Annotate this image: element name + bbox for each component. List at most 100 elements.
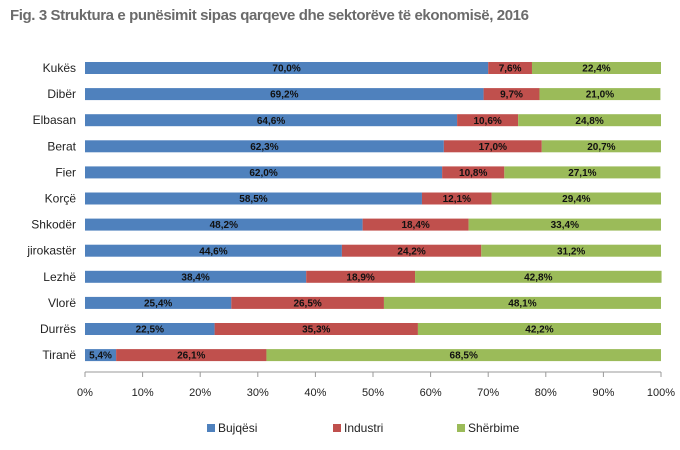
data-label: 58,5% [239,194,267,205]
category-label: Berat [47,139,76,153]
bar-segment [488,62,532,74]
data-label: 70,0% [272,64,300,75]
data-label: 69,2% [270,90,298,101]
data-label: 9,7% [500,90,523,101]
x-tick-label: 60% [420,387,442,399]
bar-segment [483,88,540,101]
data-label: 62,0% [249,168,277,179]
data-label: 20,7% [587,142,615,153]
x-tick-label: 10% [132,387,154,399]
data-label: 64,6% [257,116,285,127]
category-label: Shkodër [31,218,76,232]
category-label: Kukës [43,61,76,75]
data-label: 12,1% [443,194,471,205]
bar-segment [341,244,482,257]
bar-segment [231,296,384,309]
bar-segment [85,270,307,283]
data-label: 18,9% [346,272,374,283]
data-label: 42,8% [524,272,552,283]
data-label: 31,2% [557,246,585,257]
data-label: 29,4% [562,194,590,205]
category-label: Tiranë [42,348,76,362]
x-tick-label: 90% [592,387,614,399]
bar-segment [504,166,661,179]
bar-segment [85,166,443,179]
data-label: 24,2% [397,246,425,257]
data-label: 38,4% [181,272,209,283]
data-label: 35,3% [302,325,330,336]
data-label: 10,6% [473,116,501,127]
bar-segment [417,323,661,335]
bar-segment [85,244,342,257]
category-label: Lezhë [43,270,76,284]
data-label: 48,2% [210,220,238,231]
x-tick-label: 20% [189,387,211,399]
legend-swatch [207,424,215,432]
bar-segment [85,349,117,362]
data-label: 24,8% [575,116,603,127]
data-label: 48,1% [508,299,536,310]
x-tick-label: 0% [77,387,93,399]
data-label: 22,4% [582,64,610,75]
bar-segment [383,296,661,309]
legend-label: Industri [344,421,383,435]
bar-segment [266,349,661,362]
bar-segment [306,270,416,283]
data-label: 27,1% [568,168,596,179]
x-tick-label: 30% [247,387,269,399]
bar-segment [531,62,661,74]
x-tick-label: 80% [535,387,557,399]
bar-segment [415,270,662,283]
x-tick-label: 40% [304,387,326,399]
bar-segment [468,218,661,231]
legend-swatch [457,424,465,432]
category-label: Elbasan [33,113,76,127]
data-label: 7,6% [499,64,522,75]
bar-segment [481,244,661,257]
data-label: 26,1% [177,351,205,362]
bar-segment [442,166,505,179]
data-label: 25,4% [144,299,172,310]
category-label: Fier [55,165,76,179]
category-label: Dibër [47,87,76,101]
data-label: 44,6% [199,246,227,257]
bar-segment [85,218,363,231]
data-label: 18,4% [401,220,429,231]
data-label: 62,3% [250,142,278,153]
chart-title: Fig. 3 Struktura e punësimit sipas qarqe… [10,7,529,24]
data-label: 22,5% [136,325,164,336]
category-label: Vlorë [48,296,76,310]
data-label: 10,8% [459,168,487,179]
legend-label: Shërbime [468,421,520,435]
data-label: 42,2% [525,325,553,336]
category-label: Korçë [45,192,77,206]
x-tick-label: 70% [477,387,499,399]
bar-segment [362,218,469,231]
data-label: 21,0% [586,90,614,101]
bar-segment [421,192,492,205]
bar-segment [85,296,232,309]
bar-segment [116,349,267,362]
data-label: 26,5% [293,299,321,310]
bar-segment [541,140,661,153]
data-label: 68,5% [450,351,478,362]
bar-segment [85,62,489,74]
bar-segment [85,114,458,127]
bar-segment [214,323,418,335]
bar-segment [85,192,422,205]
bar-segment [85,140,444,153]
data-label: 33,4% [551,220,579,231]
bar-segment [443,140,542,153]
x-tick-label: 50% [362,387,384,399]
legend-swatch [333,424,341,432]
data-label: 17,0% [479,142,507,153]
bar-segment [491,192,661,205]
bar-segment [85,323,215,335]
legend-label: Bujqësi [218,421,257,435]
bar-segment [518,114,661,127]
bar-segment [457,114,519,127]
data-label: 5,4% [89,351,112,362]
bar-segment [85,88,484,101]
x-tick-label: 100% [647,387,675,399]
